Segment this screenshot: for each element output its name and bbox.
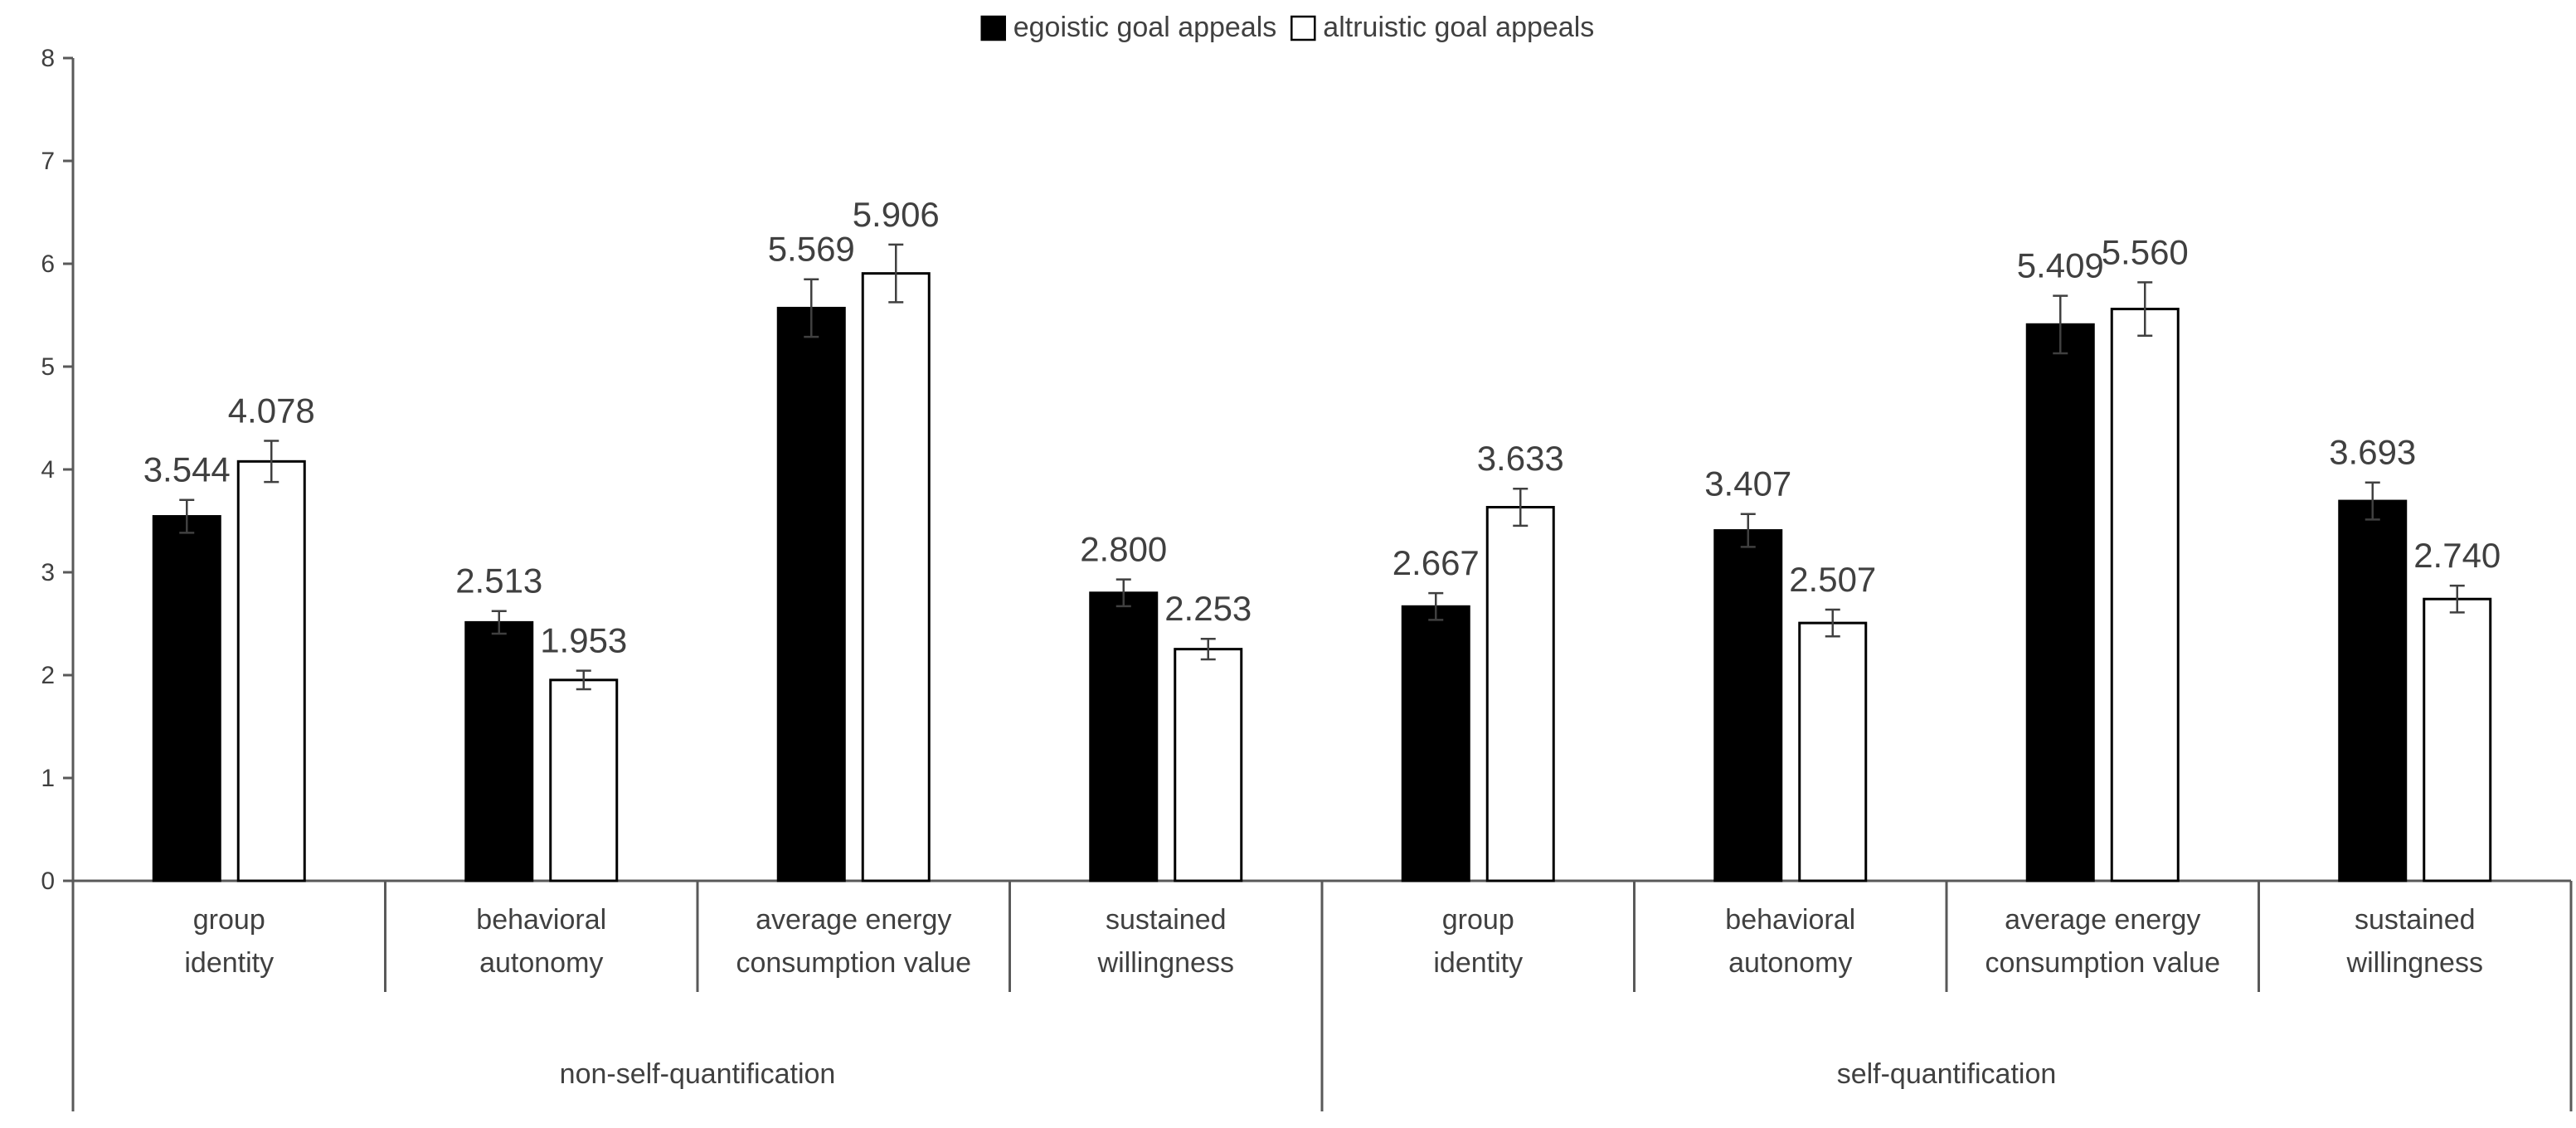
legend-swatch — [1290, 15, 1316, 41]
data-label: 2.800 — [1080, 530, 1167, 569]
bar — [1485, 506, 1555, 882]
legend-swatch — [980, 15, 1006, 41]
data-label: 5.569 — [768, 230, 855, 269]
legend-label: egoistic goal appeals — [1013, 12, 1277, 43]
bar — [1089, 591, 1159, 882]
y-tick-label: 5 — [41, 353, 55, 381]
data-label: 1.953 — [540, 621, 627, 660]
bar — [776, 306, 846, 882]
data-label: 3.693 — [2329, 433, 2416, 472]
bar — [236, 459, 306, 882]
bar — [2025, 323, 2095, 882]
data-label: 2.513 — [455, 562, 542, 600]
bar — [464, 620, 534, 882]
data-label: 2.740 — [2413, 536, 2501, 575]
category-label: behavioral — [476, 904, 606, 936]
data-label: 3.544 — [143, 450, 231, 489]
data-label: 5.409 — [2017, 246, 2104, 285]
bar — [1174, 648, 1243, 882]
y-tick-label: 4 — [41, 456, 55, 484]
category-label: autonomy — [479, 947, 603, 979]
data-label: 5.906 — [853, 195, 940, 234]
bar — [1798, 621, 1868, 882]
bars — [152, 243, 2492, 882]
bar — [861, 272, 931, 882]
category-label: sustained — [1106, 904, 1227, 936]
bar — [2110, 308, 2180, 882]
group-label: self-quantification — [1837, 1058, 2057, 1090]
y-tick-label: 8 — [41, 45, 55, 72]
data-label: 2.253 — [1164, 589, 1252, 628]
bar — [152, 515, 221, 882]
axes: 0 1 2 3 4 5 6 7 8 group identity behavioral autonomy… — [41, 45, 2573, 1111]
y-tick-label: 3 — [41, 559, 55, 586]
category-label: willingness — [1097, 947, 1234, 979]
category-label: sustained — [2355, 904, 2476, 936]
data-label: 4.078 — [228, 391, 315, 430]
bar — [1401, 605, 1470, 882]
category-label: consumption value — [736, 947, 971, 979]
legend-label: altruistic goal appeals — [1323, 12, 1594, 43]
group-label: non-self-quantification — [560, 1058, 836, 1090]
category-label: identity — [1433, 947, 1523, 979]
bar — [2338, 499, 2408, 882]
category-label: group — [1442, 904, 1514, 936]
y-tick-label: 1 — [41, 765, 55, 792]
y-tick-label: 7 — [41, 148, 55, 175]
data-label: 3.407 — [1704, 464, 1791, 503]
bar — [549, 678, 619, 882]
y-tick-label: 2 — [41, 662, 55, 689]
y-tick-label: 0 — [41, 868, 55, 895]
category-label: behavioral — [1725, 904, 1855, 936]
data-label: 3.633 — [1477, 439, 1564, 478]
legend: egoistic goal appeals altruistic goal app… — [980, 12, 1594, 43]
category-label: willingness — [2346, 947, 2483, 979]
category-label: consumption value — [1985, 947, 2220, 979]
data-label: 2.667 — [1392, 543, 1480, 582]
category-label: autonomy — [1728, 947, 1852, 979]
data-label: 2.507 — [1789, 560, 1876, 599]
category-label: group — [193, 904, 265, 936]
bar — [1713, 529, 1783, 882]
y-tick-label: 6 — [41, 250, 55, 278]
data-label: 5.560 — [2102, 232, 2189, 271]
category-label: identity — [184, 947, 274, 979]
category-label: average energy — [756, 904, 951, 936]
category-label: average energy — [2005, 904, 2200, 936]
bar — [2423, 597, 2492, 882]
